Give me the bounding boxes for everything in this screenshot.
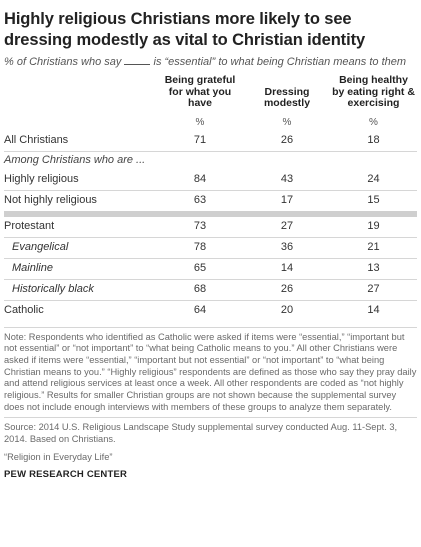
table-cell: 26 <box>280 134 294 146</box>
unit-cell: % <box>369 116 378 128</box>
table-row: Protestant 73 27 19 <box>4 217 417 238</box>
table-row: All Christians 71 26 18 <box>4 131 417 152</box>
table-cell: 15 <box>367 194 380 206</box>
row-label: Protestant <box>4 220 55 232</box>
row-label: Highly religious <box>4 173 79 185</box>
table-row: Evangelical 78 36 21 <box>4 238 417 259</box>
table-cell: 17 <box>280 194 294 206</box>
table-cell: 27 <box>280 220 294 232</box>
table-cell: 71 <box>193 134 207 146</box>
table-cell: 26 <box>280 283 294 295</box>
unit-cell: % <box>195 116 205 128</box>
column-header: Being grateful for what you have <box>164 74 236 109</box>
subtitle-text-after: is “essential” to what being Christian m… <box>153 56 407 68</box>
table-cell: 73 <box>193 220 207 232</box>
header-row: Being grateful for what you have Dressin… <box>4 74 417 114</box>
row-label: Not highly religious <box>4 194 97 206</box>
table-row: Mainline 65 14 13 <box>4 259 417 280</box>
note-text: Note: Respondents who identified as Cath… <box>4 326 417 414</box>
table-cell: 78 <box>193 241 207 253</box>
row-label: Historically black <box>12 283 94 295</box>
subtitle-blank <box>124 55 151 65</box>
section-separator <box>4 210 417 217</box>
column-header: Being healthy by eating right & exercisi… <box>332 74 415 109</box>
table-cell: 43 <box>280 173 294 185</box>
source-text: Source: 2014 U.S. Religious Landscape St… <box>4 417 417 445</box>
table-cell: 36 <box>280 241 294 253</box>
table-cell: 20 <box>280 304 294 316</box>
table-row: Not highly religious 63 17 15 <box>4 191 417 211</box>
header-blank <box>4 75 156 114</box>
column-header: Dressing modestly <box>263 85 311 109</box>
report-title: “Religion in Everyday Life” <box>4 451 113 462</box>
data-table: Being grateful for what you have Dressin… <box>4 74 417 321</box>
table-cell: 27 <box>367 283 380 295</box>
chart-title: Highly religious Christians more likely … <box>4 10 366 49</box>
chart-container: Highly religious Christians more likely … <box>4 0 417 480</box>
table-cell: 64 <box>193 304 207 316</box>
row-label: Evangelical <box>12 241 69 253</box>
subtitle-text-before: % of Christians who say <box>4 56 122 68</box>
brand-logo-text: PEW RESEARCH CENTER <box>4 468 128 480</box>
table-cell: 65 <box>193 262 207 274</box>
table-cell: 18 <box>367 134 380 146</box>
table-cell: 19 <box>367 220 380 232</box>
chart-subtitle: % of Christians who say is “essential” t… <box>4 55 416 69</box>
table-cell: 13 <box>367 262 380 274</box>
table-cell: 63 <box>193 194 207 206</box>
table-cell: 14 <box>280 262 294 274</box>
table-row: Highly religious 84 43 24 <box>4 170 417 191</box>
row-label: All Christians <box>4 134 69 146</box>
row-label: Catholic <box>4 304 44 316</box>
row-label: Mainline <box>12 262 53 274</box>
section-heading-row: Among Christians who are ... <box>4 152 417 170</box>
table-row: Catholic 64 20 14 <box>4 301 417 321</box>
section-heading: Among Christians who are ... <box>4 154 146 166</box>
table-row: Historically black 68 26 27 <box>4 280 417 301</box>
table-cell: 24 <box>367 173 380 185</box>
unit-row: % % % <box>4 114 417 131</box>
unit-cell: % <box>282 116 292 128</box>
table-cell: 84 <box>193 173 207 185</box>
table-cell: 21 <box>367 241 380 253</box>
table-cell: 68 <box>193 283 207 295</box>
table-cell: 14 <box>367 304 380 316</box>
